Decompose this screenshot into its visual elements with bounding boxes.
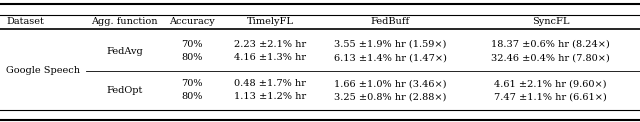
- Text: FedAvg: FedAvg: [106, 47, 143, 56]
- Text: Agg. function: Agg. function: [92, 17, 158, 26]
- Text: TimelyFL: TimelyFL: [247, 17, 294, 26]
- Text: 80%: 80%: [181, 53, 203, 62]
- Text: 4.61 ±2.1% hr (9.60×): 4.61 ±2.1% hr (9.60×): [494, 79, 607, 88]
- Text: 70%: 70%: [181, 40, 203, 49]
- Text: 32.46 ±0.4% hr (7.80×): 32.46 ±0.4% hr (7.80×): [491, 53, 610, 62]
- Text: 6.13 ±1.4% hr (1.47×): 6.13 ±1.4% hr (1.47×): [334, 53, 447, 62]
- Text: Dataset: Dataset: [6, 17, 44, 26]
- Text: 18.37 ±0.6% hr (8.24×): 18.37 ±0.6% hr (8.24×): [491, 40, 610, 49]
- Text: 1.13 ±1.2% hr: 1.13 ±1.2% hr: [234, 92, 307, 102]
- Text: 3.25 ±0.8% hr (2.88×): 3.25 ±0.8% hr (2.88×): [334, 92, 447, 102]
- Text: FedBuff: FedBuff: [371, 17, 410, 26]
- Text: 7.47 ±1.1% hr (6.61×): 7.47 ±1.1% hr (6.61×): [494, 92, 607, 102]
- Text: Accuracy: Accuracy: [169, 17, 215, 26]
- Text: 80%: 80%: [181, 92, 203, 102]
- Text: 70%: 70%: [181, 79, 203, 88]
- Text: 4.16 ±1.3% hr: 4.16 ±1.3% hr: [234, 53, 307, 62]
- Text: 3.55 ±1.9% hr (1.59×): 3.55 ±1.9% hr (1.59×): [334, 40, 447, 49]
- Text: SyncFL: SyncFL: [532, 17, 569, 26]
- Text: 2.23 ±2.1% hr: 2.23 ±2.1% hr: [234, 40, 307, 49]
- Text: 0.48 ±1.7% hr: 0.48 ±1.7% hr: [234, 79, 307, 88]
- Text: Google Speech: Google Speech: [6, 66, 81, 75]
- Text: FedOpt: FedOpt: [107, 86, 143, 95]
- Text: 1.66 ±1.0% hr (3.46×): 1.66 ±1.0% hr (3.46×): [334, 79, 447, 88]
